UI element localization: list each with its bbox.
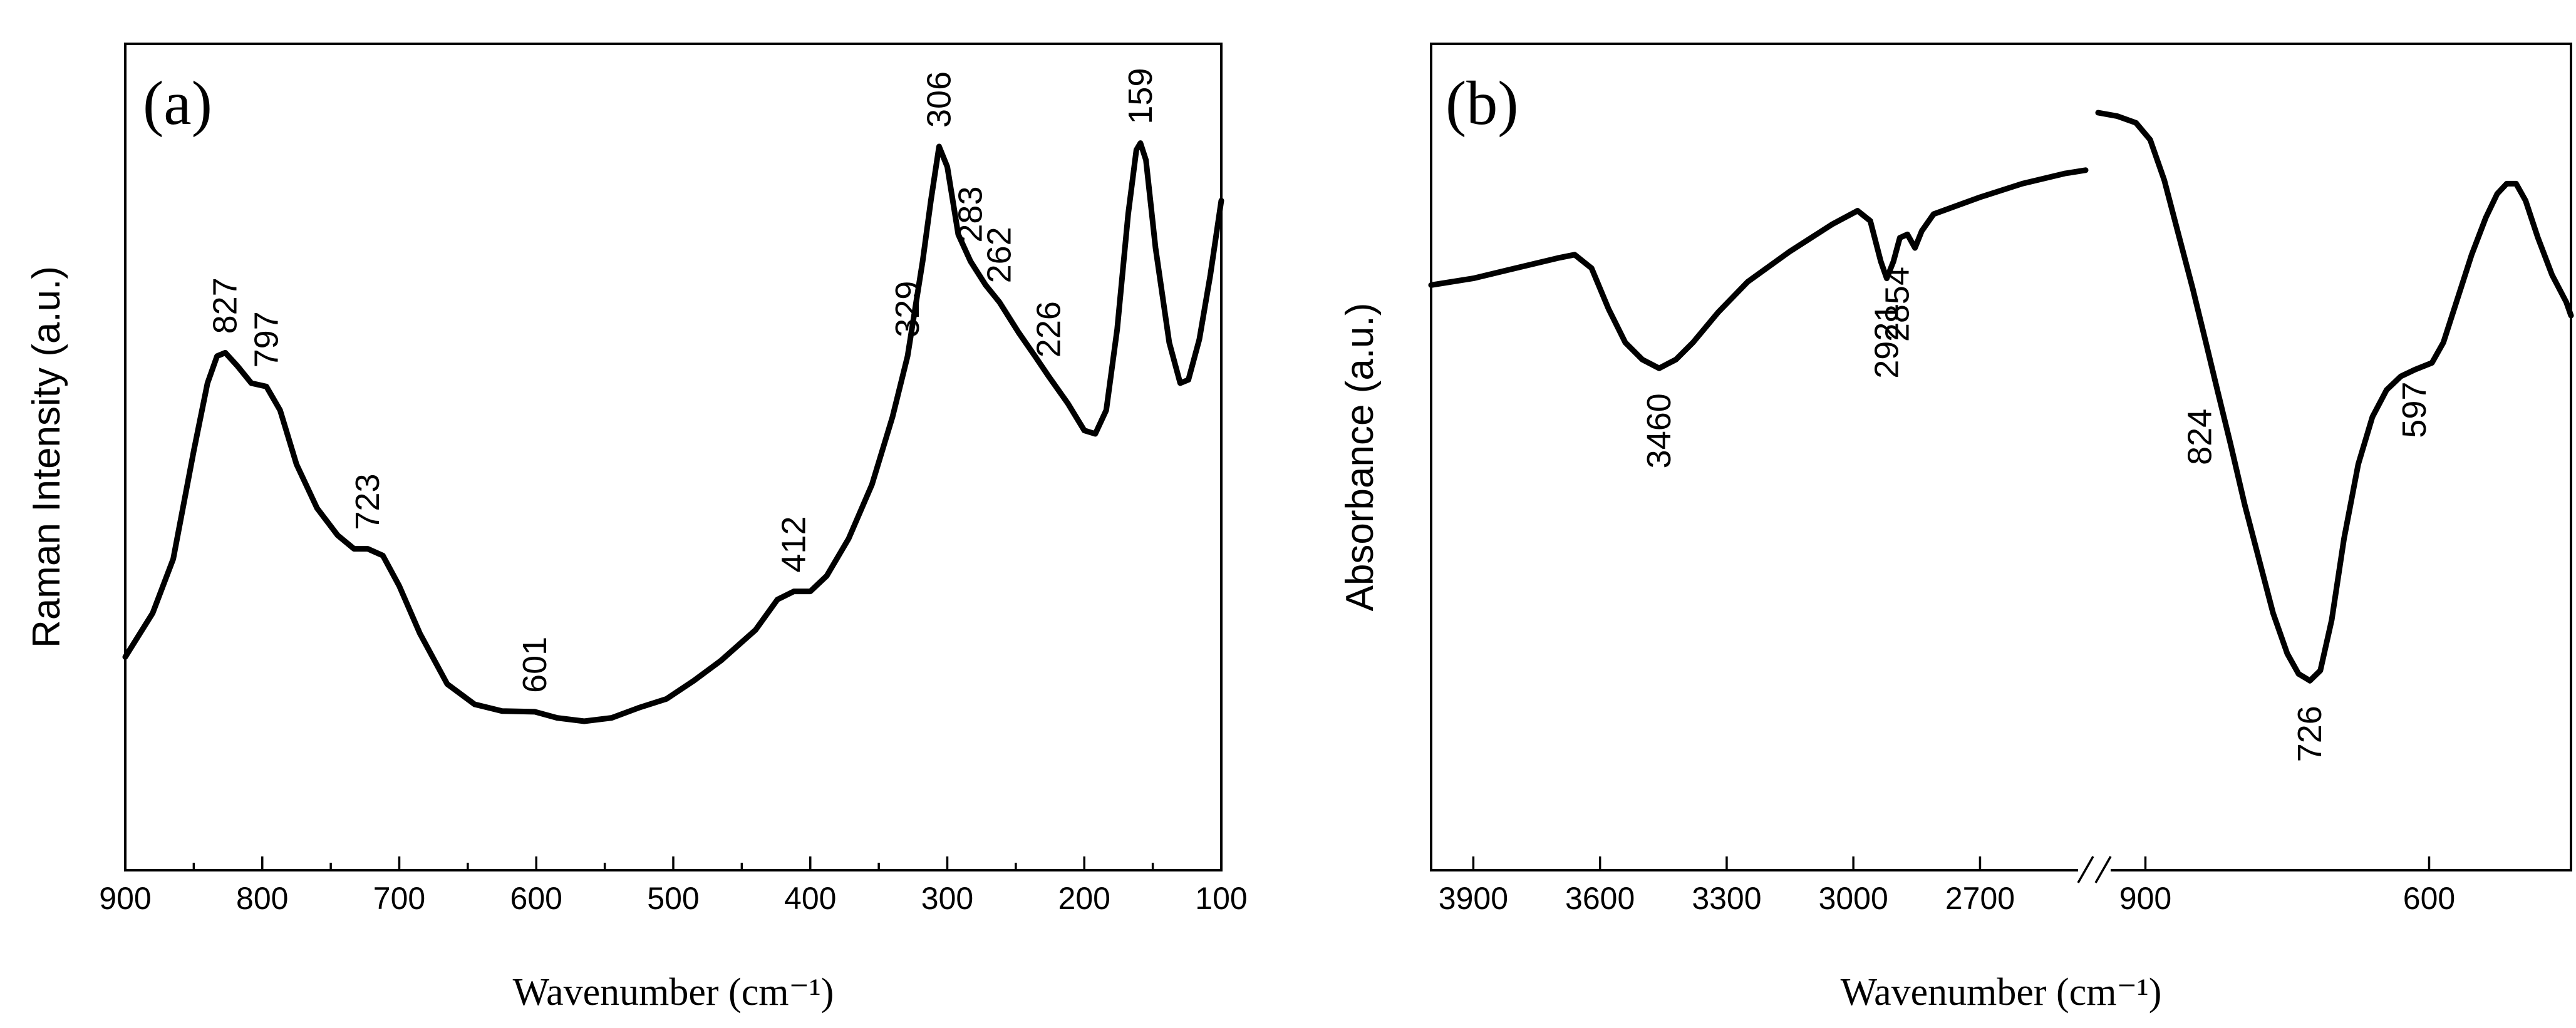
- panel-a-x-tick-label: 800: [236, 881, 288, 916]
- panel-b-label: (b): [1446, 68, 1519, 138]
- panel-b-curve-group: [1428, 110, 2574, 684]
- panel-b-spectrum-segment: [2095, 110, 2574, 684]
- panel-b-peak-label: 3460: [1640, 393, 1678, 468]
- panel-a-curve-group: [122, 140, 1224, 724]
- panel-a-peak-label: 329: [889, 281, 926, 337]
- panel-a-x-tick-label: 100: [1195, 881, 1247, 916]
- panel-a-peak-label: 159: [1122, 68, 1159, 124]
- panel-b-x-ticks: 3900 3600 3300 3000 2700 900 600: [1439, 856, 2455, 916]
- panel-a-spectrum-line: [122, 140, 1224, 724]
- panel-a-x-tick-label: 300: [921, 881, 973, 916]
- panel-b-x-tick-label: 2700: [1945, 881, 2015, 916]
- panel-b-peak-label: 824: [2181, 409, 2218, 465]
- panel-a-peak-label: 601: [516, 637, 554, 693]
- panel-a-x-ticks: 900 800 700 600 500 400 300 200 100: [99, 856, 1248, 916]
- panel-a-x-tick-label: 200: [1058, 881, 1110, 916]
- panel-a-x-tick-label: 700: [373, 881, 425, 916]
- panel-b-x-axis-title: Wavenumber (cm⁻¹): [1841, 971, 2162, 1014]
- axis-break-gap: [2078, 855, 2111, 886]
- panel-a-peak-label: 797: [247, 311, 285, 368]
- panel-b-frame: [1430, 43, 2572, 871]
- panel-b-x-tick-label: 600: [2403, 881, 2455, 916]
- panel-a-x-axis-title: Wavenumber (cm⁻¹): [513, 971, 834, 1014]
- panel-b-x-tick-label: 3300: [1692, 881, 1761, 916]
- panel-a-peak-label: 226: [1030, 301, 1067, 357]
- panel-b-y-axis-title: Absorbance (a.u.): [1338, 303, 1382, 612]
- panel-a-y-axis-title: Raman Intensity (a.u.): [25, 266, 68, 648]
- panel-a-peak-label: 283: [952, 186, 990, 242]
- panel-a-x-tick-label: 500: [647, 881, 699, 916]
- panel-b-x-tick-label: 3900: [1439, 881, 1508, 916]
- panel-b-peak-label: 597: [2396, 382, 2433, 438]
- panel-a-peak-label: 827: [207, 277, 244, 334]
- panel-a-peak-label: 262: [981, 227, 1018, 283]
- panel-b-peak-label: 2854: [1879, 267, 1916, 342]
- axis-break-mark-right: [2094, 856, 2112, 883]
- panel-a-x-tick-label: 400: [784, 881, 836, 916]
- panel-a-peak-label: 412: [775, 516, 813, 572]
- axis-break-mark-left: [2077, 856, 2094, 883]
- panel-a-x-tick-label: 600: [510, 881, 562, 916]
- panel-b-peak-label: 726: [2291, 706, 2329, 762]
- panel-a-peak-label: 306: [920, 71, 958, 128]
- panel-b-x-tick-label: 3600: [1565, 881, 1635, 916]
- panel-a-label: (a): [143, 68, 212, 138]
- panel-b-x-tick-label: 900: [2119, 881, 2171, 916]
- panel-a-x-tick-label: 900: [99, 881, 151, 916]
- panel-b-peak-label: 2921: [1868, 304, 1906, 379]
- panel-a-frame: [124, 43, 1223, 871]
- panel-a-peak-label: 723: [349, 473, 386, 530]
- panel-b-spectrum-segment: [1428, 167, 2089, 371]
- panel-b-x-tick-label: 3000: [1819, 881, 1888, 916]
